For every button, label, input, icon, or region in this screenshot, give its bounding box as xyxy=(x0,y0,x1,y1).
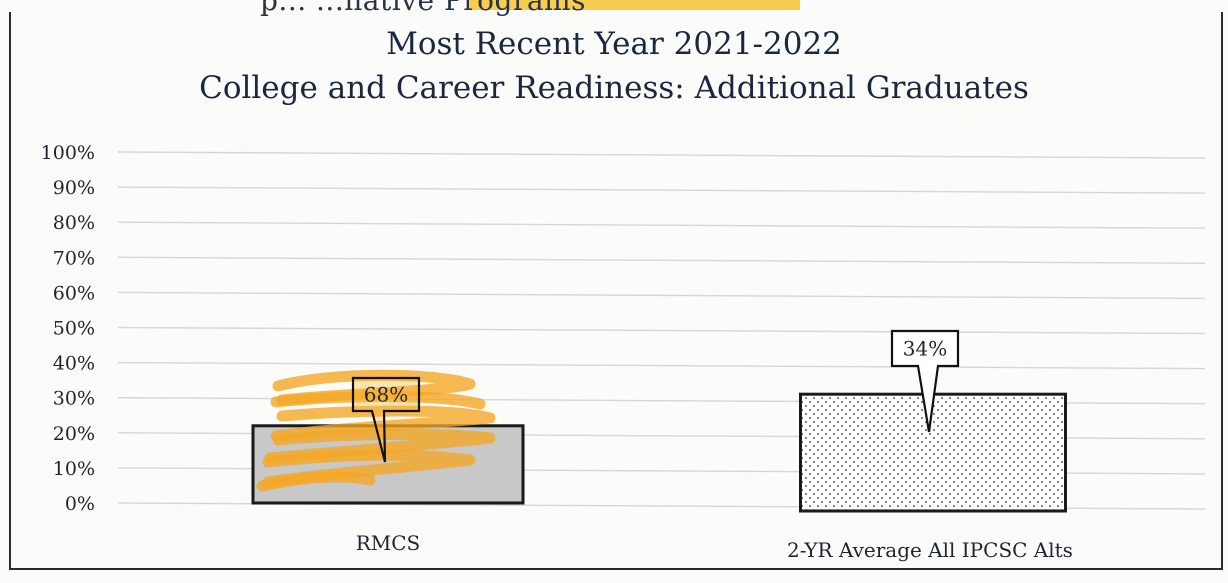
y-tick-label: 0% xyxy=(65,493,95,515)
gridline xyxy=(117,186,1206,194)
chart-frame xyxy=(9,12,1223,570)
gridline xyxy=(117,326,1206,335)
y-tick-label: 20% xyxy=(53,423,95,445)
y-tick-label: 10% xyxy=(53,458,95,480)
data-label: 68% xyxy=(364,383,408,407)
gridline xyxy=(117,361,1206,370)
y-tick-label: 40% xyxy=(53,353,95,375)
highlighter-stroke xyxy=(256,471,376,492)
highlighter-mark-top xyxy=(470,0,800,10)
chart-title: Most Recent Year 2021-2022 xyxy=(386,26,842,62)
gridline xyxy=(117,221,1206,229)
data-label: 34% xyxy=(903,337,947,361)
x-category-label: 2-YR Average All IPCSC Alts xyxy=(787,538,1073,562)
y-tick-label: 60% xyxy=(53,282,95,304)
gridline xyxy=(117,151,1206,159)
gridline xyxy=(117,256,1206,264)
y-tick-label: 100% xyxy=(41,142,95,164)
cut-off-page-header: p... ...native Programs xyxy=(260,0,586,17)
y-tick-label: 50% xyxy=(53,318,95,340)
bar xyxy=(799,392,1067,513)
gridline xyxy=(117,291,1206,300)
x-category-label: RMCS xyxy=(356,531,421,555)
y-tick-label: 80% xyxy=(53,212,95,234)
chart-subtitle: College and Career Readiness: Additional… xyxy=(199,70,1029,106)
y-tick-label: 70% xyxy=(53,247,95,269)
data-label-callout xyxy=(890,329,960,433)
data-label-callout xyxy=(351,376,421,463)
y-tick-label: 90% xyxy=(53,177,95,199)
y-tick-label: 30% xyxy=(53,388,95,410)
highlighter-stroke xyxy=(270,391,486,410)
